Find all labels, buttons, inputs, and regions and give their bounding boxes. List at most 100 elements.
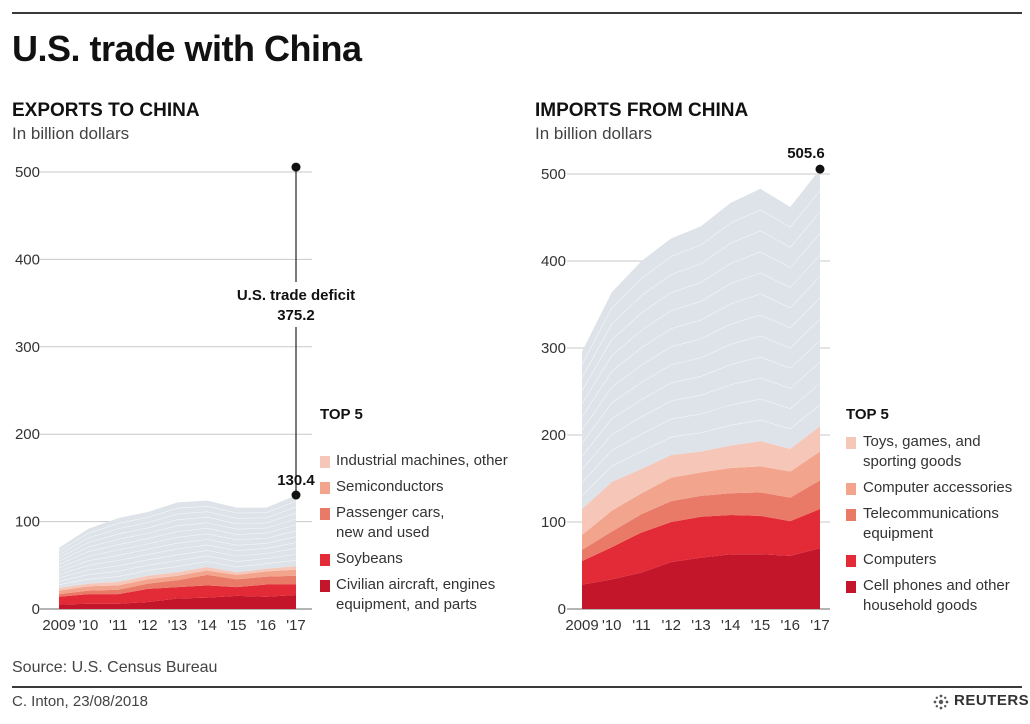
exports-area-series-2 xyxy=(59,584,296,605)
imports-other-texture-line xyxy=(581,254,821,405)
exports-other-texture-line xyxy=(58,548,297,579)
imports-legend-label-computers: Computers xyxy=(863,551,937,568)
exports-y-tick-label: 0 xyxy=(32,601,40,618)
exports-other-texture-line xyxy=(58,559,297,585)
imports-area-series-5 xyxy=(582,426,820,536)
exports-x-tick-label: '13 xyxy=(168,617,188,634)
imports-x-tick-label: '16 xyxy=(780,617,800,634)
imports-x-tick-label: '15 xyxy=(751,617,771,634)
exports-y-tick-label: 400 xyxy=(15,251,40,268)
imports-y-tick-label: 0 xyxy=(558,601,566,618)
imports-area-series-4 xyxy=(582,451,820,550)
imports-y-tick-label: 100 xyxy=(541,514,566,531)
credit-line: C. Inton, 23/08/2018 xyxy=(12,693,148,710)
imports-legend-swatch-toys xyxy=(846,437,856,449)
exports-legend-title: TOP 5 xyxy=(320,406,363,423)
exports-legend-swatch-cars xyxy=(320,508,330,520)
exports-deficit-label-bg xyxy=(225,282,365,326)
imports-area-series-1 xyxy=(582,548,820,609)
exports-deficit-label: U.S. trade deficit xyxy=(237,287,355,304)
imports-other-texture-line xyxy=(581,361,821,470)
exports-other-texture-line xyxy=(58,530,297,569)
imports-total-dot xyxy=(815,164,825,174)
page-title: U.S. trade with China xyxy=(12,28,362,69)
imports-area-series-2 xyxy=(582,508,820,585)
imports-legend-title: TOP 5 xyxy=(846,406,889,423)
exports-other-texture-line xyxy=(58,500,297,552)
imports-total-label: 505.6 xyxy=(787,145,825,162)
exports-legend-label-cars: Passenger cars, new and used xyxy=(336,504,445,541)
exports-y-tick-label: 500 xyxy=(15,164,40,181)
exports-legend-label-aircraft: Civilian aircraft, engines equipment, an… xyxy=(336,576,496,613)
exports-legend-label-semiconductors: Semiconductors xyxy=(336,478,444,495)
imports-area-series-3 xyxy=(582,480,820,562)
exports-other-texture-line xyxy=(58,542,297,575)
imports-legend-label-computer-accessories: Computer accessories xyxy=(863,479,1013,496)
exports-other-texture-line xyxy=(58,536,297,572)
exports-legend-swatch-semiconductors xyxy=(320,482,330,494)
imports-legend-swatch-computer-accessories xyxy=(846,483,856,495)
exports-x-tick-label: '11 xyxy=(109,617,127,634)
exports-panel-subtitle: In billion dollars xyxy=(12,124,130,143)
exports-legend-swatch-soybeans xyxy=(320,554,330,566)
imports-x-tick-label: '14 xyxy=(721,617,741,634)
imports-other-texture-line xyxy=(581,297,821,431)
imports-legend-label-cell-phones: Cell phones and other household goods xyxy=(863,577,1010,614)
exports-y-tick-label: 300 xyxy=(15,339,40,356)
exports-deficit-value: 375.2 xyxy=(277,307,315,324)
exports-deficit-top-dot xyxy=(291,162,301,172)
imports-other-texture-line xyxy=(581,318,821,444)
brand-wordmark: REUTERS xyxy=(954,692,1030,709)
imports-legend-swatch-cell-phones xyxy=(846,581,856,593)
reuters-logo-icon xyxy=(933,694,949,710)
imports-legend-label-telecom: Telecommunications equipment xyxy=(863,505,999,542)
exports-legend-label-soybeans: Soybeans xyxy=(336,550,403,567)
imports-x-tick-label: '10 xyxy=(602,617,622,634)
imports-legend-swatch-computers xyxy=(846,555,856,567)
exports-legend-label-industrial: Industrial machines, other xyxy=(336,452,508,469)
exports-other-texture-line xyxy=(58,518,297,562)
exports-other-texture-line xyxy=(58,554,297,582)
exports-x-tick-label: 2009 xyxy=(42,617,75,634)
imports-y-tick-label: 200 xyxy=(541,427,566,444)
imports-other-texture-line xyxy=(581,211,821,378)
exports-y-tick-label: 100 xyxy=(15,514,40,531)
imports-legend-label-toys: Toys, games, and sporting goods xyxy=(863,433,981,470)
imports-x-tick-label: '17 xyxy=(810,617,830,634)
exports-legend-swatch-industrial xyxy=(320,456,330,468)
exports-other-texture-line xyxy=(58,512,297,559)
exports-panel-title: EXPORTS TO CHINA xyxy=(12,100,200,121)
imports-other-texture-line xyxy=(581,383,821,483)
imports-other-texture-line xyxy=(581,404,821,497)
exports-area-series-1 xyxy=(59,595,296,609)
exports-x-tick-label: '14 xyxy=(197,617,217,634)
imports-y-tick-label: 300 xyxy=(541,340,566,357)
imports-x-tick-label: '12 xyxy=(661,617,681,634)
imports-y-tick-label: 500 xyxy=(541,166,566,183)
imports-panel-title: IMPORTS FROM CHINA xyxy=(535,100,749,121)
imports-x-tick-label: 2009 xyxy=(565,617,598,634)
imports-other-texture-line xyxy=(581,276,821,418)
bottom-rule xyxy=(12,686,1022,688)
exports-other-texture-line xyxy=(58,524,297,565)
top-rule xyxy=(12,12,1022,14)
exports-y-tick-label: 200 xyxy=(15,426,40,443)
exports-other-texture-line xyxy=(58,506,297,555)
exports-x-tick-label: '16 xyxy=(257,617,277,634)
exports-x-tick-label: '17 xyxy=(286,617,306,634)
imports-other-texture-line xyxy=(581,233,821,391)
source-note: Source: U.S. Census Bureau xyxy=(12,659,218,676)
exports-total-dot xyxy=(291,490,301,500)
exports-total-label: 130.4 xyxy=(277,472,315,489)
imports-other-texture-line xyxy=(581,340,821,457)
exports-area-series-3 xyxy=(59,574,296,597)
exports-legend-swatch-aircraft xyxy=(320,580,330,592)
imports-y-tick-label: 400 xyxy=(541,253,566,270)
imports-legend-swatch-telecom xyxy=(846,509,856,521)
imports-panel-subtitle: In billion dollars xyxy=(535,124,653,143)
imports-x-tick-label: '11 xyxy=(632,617,650,634)
imports-x-tick-label: '13 xyxy=(691,617,711,634)
exports-x-tick-label: '12 xyxy=(138,617,158,634)
exports-area-series-4 xyxy=(59,569,296,595)
